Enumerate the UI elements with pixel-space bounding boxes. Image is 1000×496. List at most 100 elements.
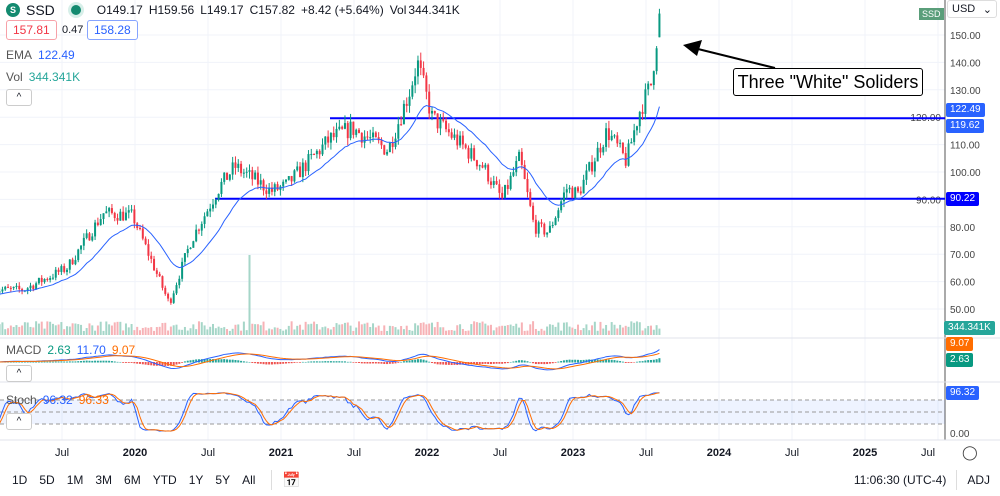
macd-hist-bar [593,359,596,363]
candle-body [506,185,509,189]
candle-body [599,147,602,153]
timeframe-3m[interactable]: 3M [95,472,113,487]
candle-body [515,160,518,173]
volume-bar [439,327,442,335]
candle-body [386,151,389,155]
volume-bar [164,322,167,335]
timeframe-6m[interactable]: 6M [124,472,141,487]
macd-hist-bar [54,361,57,363]
volume-bar [391,326,394,335]
macd-hist-bar [518,360,521,363]
volume-bar [195,329,198,335]
candle-body [428,91,431,114]
volume-bar [206,329,209,335]
macd-hist-bar [644,360,647,363]
stoch-tag: 96.32 [946,386,980,400]
symbol-ticker[interactable]: SSD [26,2,55,18]
candle-body [245,171,248,173]
market-status-icon [70,5,81,15]
volume-bar [473,321,476,335]
volume-bar [18,326,21,335]
timeframe-5y[interactable]: 5Y [215,472,231,487]
collapse-macd-button[interactable]: ^ [6,365,32,382]
collapse-stoch-button[interactable]: ^ [6,413,32,430]
macd-hist-bar [285,362,287,364]
settings-icon[interactable]: ◯ [962,444,978,460]
macd-hist-bar [268,362,271,365]
candle-body [304,162,307,172]
clock[interactable]: 11:06:30 (UTC-4) [853,472,947,487]
volume-bar [565,322,568,335]
candle-body [585,170,588,180]
candle-body [254,172,257,180]
adj-button[interactable]: ADJ [967,472,990,487]
volume-bar [425,324,428,335]
volume-bar [655,325,658,335]
candle-body [352,121,355,135]
volume-bar [265,330,268,335]
candle-body [276,184,279,190]
macd-hist-bar [433,362,436,364]
macd-hist-bar [464,362,467,365]
candle-body [540,222,543,224]
volume-bar [349,325,352,335]
macd-hist-bar [386,362,389,365]
macd-hist-bar [411,360,414,363]
volume-bar [641,330,644,335]
candle-body [124,212,127,221]
candle-body [534,219,537,234]
volume-bar [96,325,99,335]
macd-hist-bar [627,362,630,363]
volume-bar [116,321,119,335]
timeframe-1d[interactable]: 1D [12,472,28,487]
candle-body [495,181,498,185]
macd-hist-bar [282,362,285,364]
volume-bar [619,324,622,335]
ask-price-button[interactable]: 158.28 [87,20,138,40]
candle-body [217,193,220,200]
currency-select[interactable]: USD ⌄ [947,0,997,18]
macd-hist-bar [650,359,652,363]
macd-value: 11.70 [76,343,106,357]
macd-hist-bar [251,362,254,363]
timeframe-all[interactable]: All [242,472,256,487]
candle-body [498,184,501,193]
candle-body [60,266,63,272]
volume-bar [105,321,108,335]
volume-bar [296,325,299,335]
macd-hist-bar [492,362,495,364]
candle-body [29,285,32,289]
volume-bar [548,324,551,335]
candle-body [127,210,130,213]
collapse-legend-button[interactable]: ^ [6,89,32,106]
volume-bar [186,330,189,335]
candle-body [591,162,594,172]
volume-bar [419,322,422,335]
candle-body [251,170,254,180]
candle-body [82,237,85,246]
volume-bar [518,327,521,335]
bid-price-button[interactable]: 157.81 [6,20,57,40]
date-range-icon[interactable]: 📅 [282,471,302,489]
volume-bar [231,328,234,335]
annotation-text[interactable]: Three "White" Soliders [733,68,923,96]
chevron-down-icon: ⌄ [982,4,992,16]
volume-bar [245,330,248,335]
macd-hist-bar [99,360,102,363]
timeframe-5d[interactable]: 5D [39,472,55,487]
timeframe-1m[interactable]: 1M [66,472,84,487]
volume-bar [63,329,66,335]
candle-body [197,229,200,231]
candle-body [77,249,80,261]
timeframe-ytd[interactable]: YTD [152,472,177,487]
volume-bar [504,325,506,335]
volume-bar [408,329,411,335]
macd-hist-bar [301,361,304,363]
macd-hist-bar [602,359,605,363]
timeframe-1y[interactable]: 1Y [188,472,204,487]
volume-bar [178,329,181,335]
price-tick: 110.00 [950,141,980,152]
candle-body [40,277,43,283]
candle-body [355,129,358,135]
volume-bar [161,322,164,335]
